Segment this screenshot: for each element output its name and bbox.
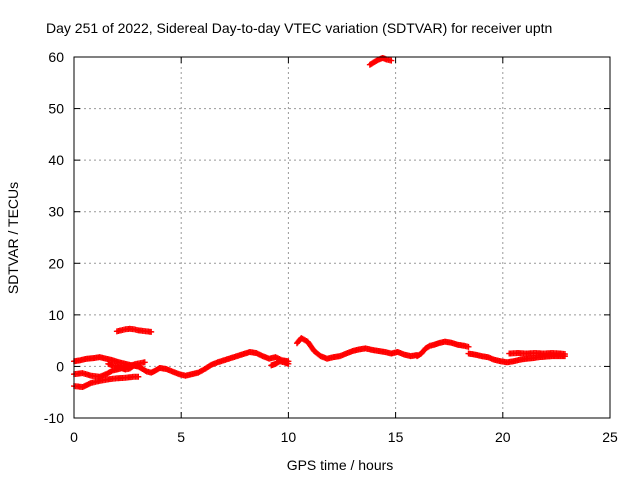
y-tick-label: 0 [56, 358, 64, 374]
data-point [135, 373, 142, 380]
x-tick-label: 25 [602, 429, 618, 445]
x-tick-label: 15 [388, 429, 404, 445]
x-tick-label: 5 [177, 429, 185, 445]
y-axis-label: SDTVAR / TECUs [5, 182, 21, 294]
data-point [141, 359, 148, 366]
y-tick-label: -10 [44, 410, 64, 426]
data-point [465, 343, 472, 350]
x-tick-label: 0 [70, 429, 78, 445]
y-tick-label: 50 [48, 101, 64, 117]
x-tick-label: 20 [495, 429, 511, 445]
data-point [561, 351, 568, 358]
y-tick-label: 40 [48, 152, 64, 168]
grid [74, 57, 610, 418]
y-tick-label: 30 [48, 204, 64, 220]
y-tick-label: 60 [48, 49, 64, 65]
axis-ticks: 0 5 10 15 20 25 -10 0 10 20 30 40 50 60 [44, 49, 618, 445]
data-point [285, 360, 292, 367]
data-points [71, 55, 568, 391]
y-tick-label: 20 [48, 255, 64, 271]
data-point [388, 57, 395, 64]
chart-title: Day 251 of 2022, Sidereal Day-to-day VTE… [46, 20, 552, 36]
y-tick-label: 10 [48, 307, 64, 323]
data-point [148, 328, 155, 335]
x-tick-label: 10 [281, 429, 297, 445]
x-axis-label: GPS time / hours [287, 457, 394, 473]
plot-frame [73, 56, 611, 419]
